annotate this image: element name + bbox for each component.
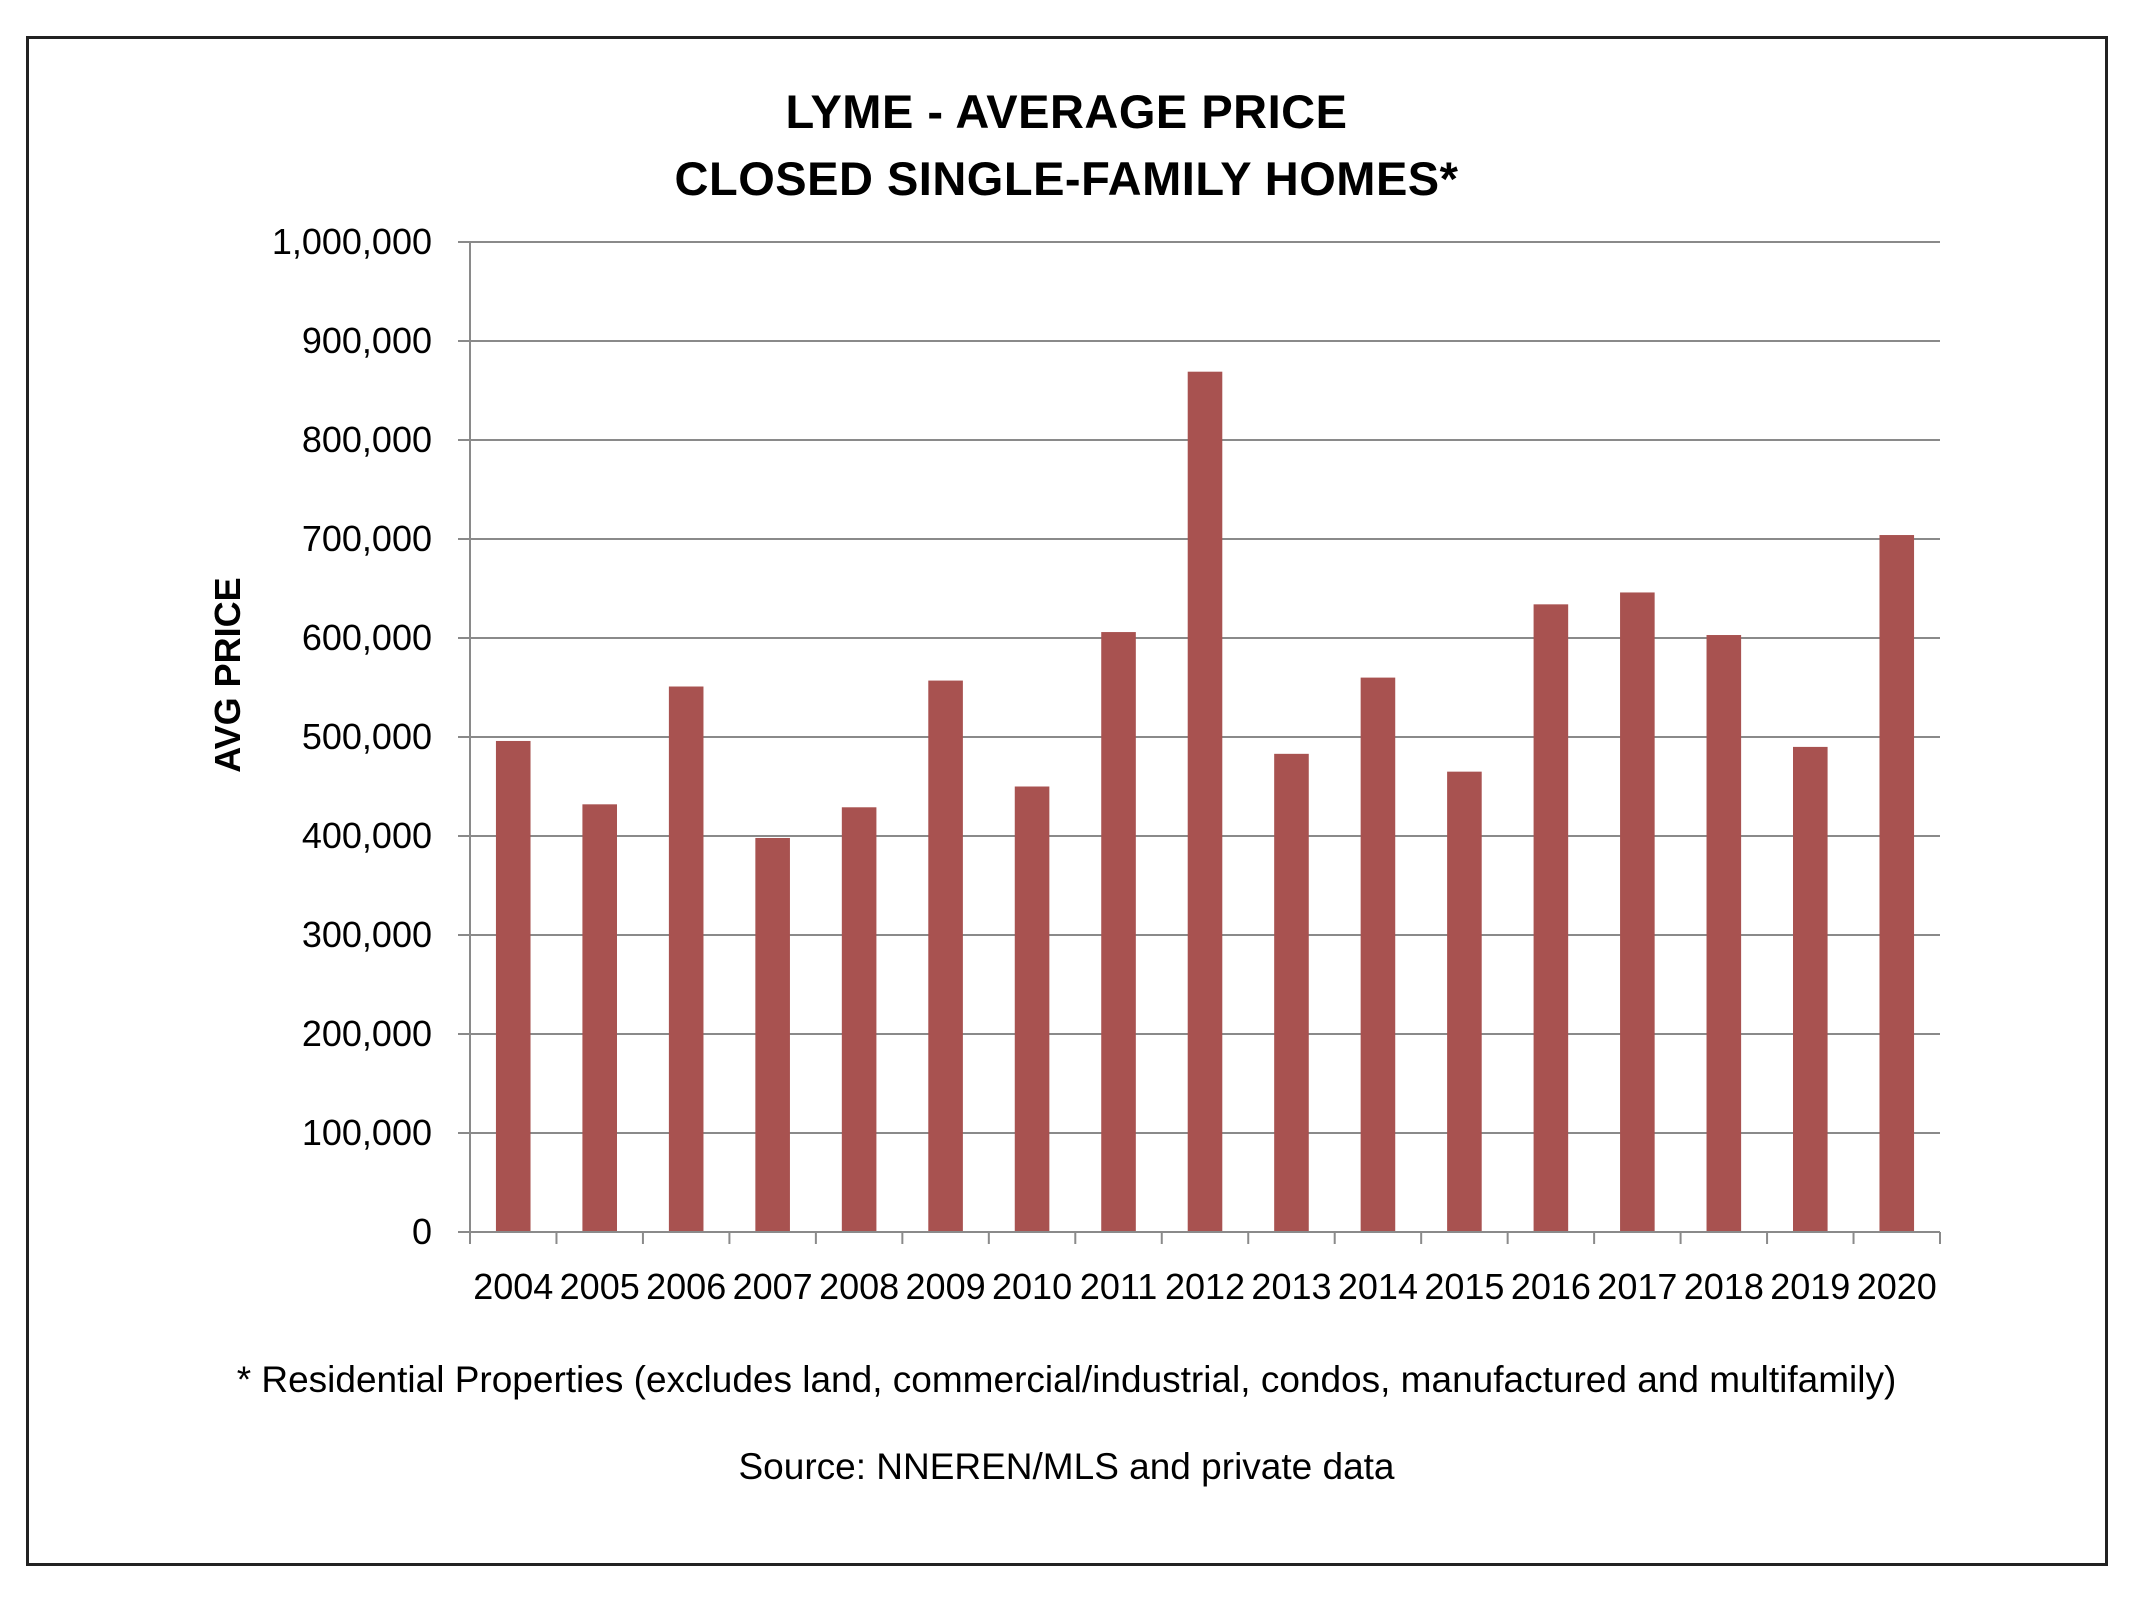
x-tick-label: 2015 xyxy=(1424,1266,1504,1307)
bar-2006 xyxy=(668,686,704,1232)
bar-2019 xyxy=(1793,746,1828,1232)
bar-2017 xyxy=(1620,592,1655,1232)
x-tick-label: 2020 xyxy=(1857,1266,1937,1307)
bar-2005 xyxy=(582,804,617,1232)
y-tick-label: 400,000 xyxy=(302,815,432,856)
chart-frame xyxy=(26,36,2108,1566)
bar-2010 xyxy=(1014,786,1050,1232)
x-tick-label: 2012 xyxy=(1165,1266,1245,1307)
x-tick-label: 2004 xyxy=(473,1266,553,1307)
bar-2018 xyxy=(1706,635,1742,1232)
y-tick-label: 200,000 xyxy=(302,1013,432,1054)
bars xyxy=(495,371,1915,1232)
x-tick-label: 2005 xyxy=(560,1266,640,1307)
bar-2015 xyxy=(1447,771,1482,1232)
x-tick-label: 2010 xyxy=(992,1266,1072,1307)
bar-2013 xyxy=(1274,753,1309,1232)
chart-subtitle: CLOSED SINGLE-FAMILY HOMES* xyxy=(674,152,1459,205)
y-tick-label: 300,000 xyxy=(302,914,432,955)
x-tick-label: 2013 xyxy=(1251,1266,1331,1307)
x-tick-label: 2007 xyxy=(733,1266,813,1307)
bar-2016 xyxy=(1533,604,1569,1232)
y-tick-label: 800,000 xyxy=(302,419,432,460)
y-tick-label: 0 xyxy=(412,1211,432,1252)
footnote: * Residential Properties (excludes land,… xyxy=(236,1359,1897,1400)
bar-2008 xyxy=(841,807,877,1232)
y-tick-label: 700,000 xyxy=(302,518,432,559)
bar-2009 xyxy=(928,680,963,1232)
x-tick-label: 2006 xyxy=(646,1266,726,1307)
bar-2014 xyxy=(1360,677,1396,1232)
x-tick-label: 2009 xyxy=(906,1266,986,1307)
y-tick-label: 100,000 xyxy=(302,1112,432,1153)
y-tick-label: 500,000 xyxy=(302,716,432,757)
source-note: Source: NNEREN/MLS and private data xyxy=(738,1446,1395,1487)
bar-2011 xyxy=(1101,632,1136,1232)
y-tick-label: 1,000,000 xyxy=(272,221,432,262)
x-tick-label: 2017 xyxy=(1597,1266,1677,1307)
x-tick-label: 2008 xyxy=(819,1266,899,1307)
chart-title: LYME - AVERAGE PRICE xyxy=(785,85,1348,138)
y-tick-label: 600,000 xyxy=(302,617,432,658)
x-tick-label: 2019 xyxy=(1770,1266,1850,1307)
bar-2007 xyxy=(755,837,790,1232)
x-tick-label: 2016 xyxy=(1511,1266,1591,1307)
axes xyxy=(458,241,1941,1244)
bar-2004 xyxy=(495,740,531,1232)
x-tick-labels: 2004 2005 2006 2007 2008 2009 2010 2011 2012 2013… xyxy=(473,1266,1937,1307)
bar-2020 xyxy=(1879,535,1915,1232)
y-tick-labels: 0 100,000 200,000 300,000 400,000 500,000 600,… xyxy=(272,221,432,1252)
bar-2012 xyxy=(1187,371,1223,1232)
x-tick-label: 2014 xyxy=(1338,1266,1418,1307)
x-tick-label: 2011 xyxy=(1080,1266,1157,1307)
y-tick-label: 900,000 xyxy=(302,320,432,361)
x-tick-label: 2018 xyxy=(1684,1266,1764,1307)
